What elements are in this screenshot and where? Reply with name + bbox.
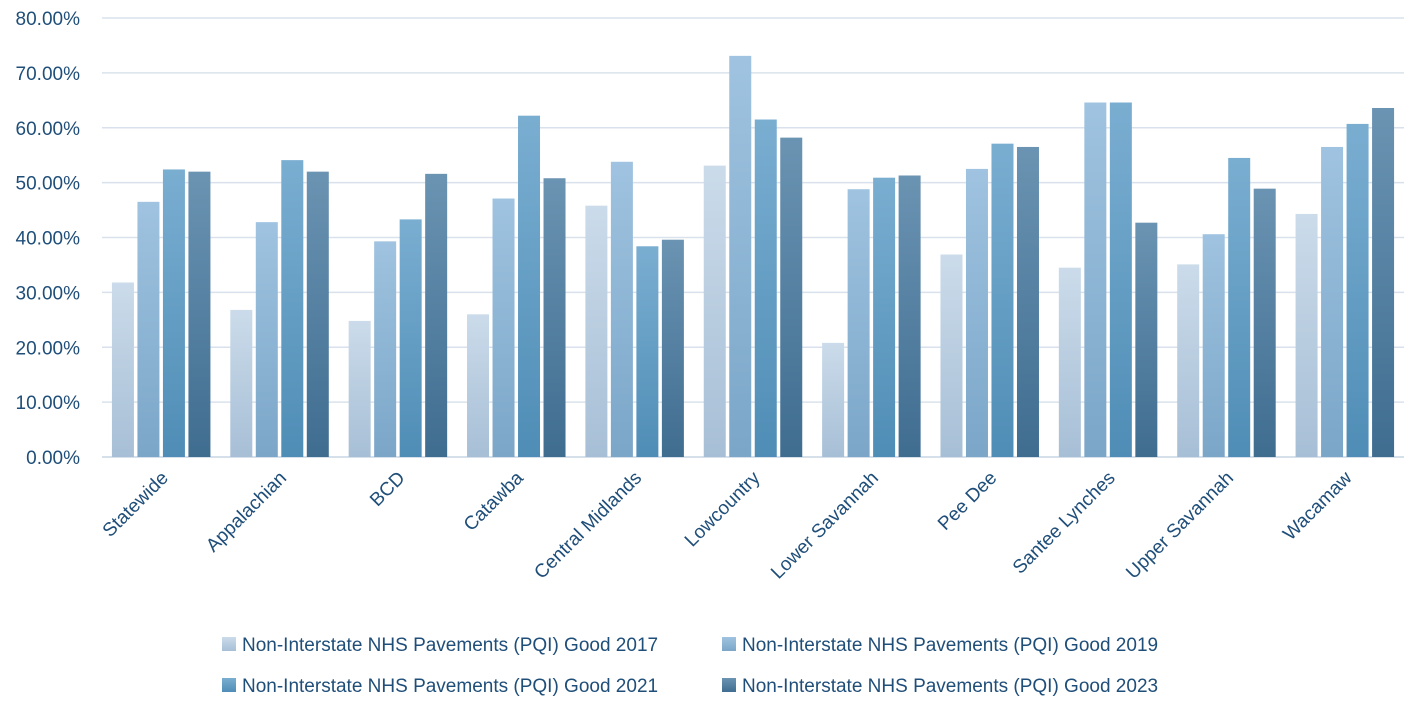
- bar-pee-dee-series-4: [1016, 146, 1039, 458]
- x-category-label: Central Midlands: [531, 468, 647, 584]
- bar-statewide-series-3: [162, 169, 185, 457]
- bar-santee-lynches-series-3: [1109, 102, 1132, 457]
- bar-appalachian-series-4: [306, 171, 329, 457]
- x-category-label: Santee Lynches: [1009, 468, 1120, 579]
- bar-bcd-series-3: [399, 219, 422, 457]
- bar-appalachian-series-3: [281, 160, 304, 457]
- x-axis-category-labels: Statewide Appalachian BCD Catawba Central Mi…: [99, 467, 1357, 583]
- bar-wacamaw-series-3: [1346, 123, 1369, 457]
- y-tick-label: 80.00%: [16, 9, 81, 30]
- bar-lowcountry-series-2: [729, 55, 752, 458]
- bar-lowcountry-series-4: [780, 137, 803, 457]
- bar-catawba-series-2: [492, 198, 515, 457]
- y-tick-label: 50.00%: [16, 174, 81, 195]
- y-tick-label: 70.00%: [16, 64, 81, 85]
- legend-item: Non-Interstate NHS Pavements (PQI) Good …: [222, 676, 658, 697]
- legend-label: Non-Interstate NHS Pavements (PQI) Good …: [242, 635, 658, 656]
- bar-statewide-series-4: [188, 171, 211, 457]
- bar-central-midlands-series-2: [610, 161, 633, 457]
- bar-catawba-series-1: [467, 314, 490, 457]
- y-tick-label: 10.00%: [16, 393, 81, 414]
- bar-santee-lynches-series-1: [1058, 267, 1081, 457]
- bar-wacamaw-series-1: [1295, 213, 1318, 457]
- bar-pee-dee-series-3: [991, 143, 1014, 457]
- bar-pee-dee-series-1: [940, 254, 963, 457]
- y-tick-label: 30.00%: [16, 283, 81, 304]
- legend-label: Non-Interstate NHS Pavements (PQI) Good …: [742, 676, 1158, 697]
- y-axis-tick-labels: 0.00% 10.00% 20.00% 30.00% 40.00% 50.00% 60.00…: [16, 9, 81, 469]
- bar-santee-lynches-series-4: [1135, 222, 1158, 457]
- legend-swatch: [722, 678, 736, 692]
- bar-upper-savannah-series-2: [1202, 234, 1225, 457]
- bar-lower-savannah-series-1: [822, 342, 845, 457]
- y-tick-label: 60.00%: [16, 119, 81, 140]
- x-category-label: Upper Savannah: [1122, 468, 1238, 584]
- legend-swatch: [722, 637, 736, 651]
- bar-upper-savannah-series-1: [1177, 264, 1200, 457]
- bar-lowcountry-series-3: [754, 119, 777, 458]
- legend-label: Non-Interstate NHS Pavements (PQI) Good …: [242, 676, 658, 697]
- bar-santee-lynches-series-2: [1084, 102, 1107, 457]
- legend-item: Non-Interstate NHS Pavements (PQI) Good …: [222, 635, 658, 656]
- bar-lower-savannah-series-4: [898, 175, 921, 457]
- x-category-label: Wacamaw: [1279, 467, 1356, 544]
- x-category-label: Appalachian: [202, 468, 291, 557]
- x-category-label: BCD: [366, 468, 409, 511]
- bar-statewide-series-1: [111, 282, 134, 457]
- bar-central-midlands-series-4: [661, 239, 684, 457]
- legend-item: Non-Interstate NHS Pavements (PQI) Good …: [722, 676, 1158, 697]
- bar-appalachian-series-1: [230, 309, 253, 457]
- bars: [111, 55, 1395, 458]
- x-category-label: Statewide: [99, 468, 173, 542]
- y-tick-label: 20.00%: [16, 338, 81, 359]
- bar-bcd-series-4: [425, 173, 448, 457]
- bar-pee-dee-series-2: [965, 168, 988, 457]
- bar-central-midlands-series-1: [585, 205, 608, 457]
- x-category-label: Lowcountry: [681, 467, 765, 551]
- legend-label: Non-Interstate NHS Pavements (PQI) Good …: [742, 635, 1158, 656]
- bar-catawba-series-4: [543, 178, 566, 458]
- bar-upper-savannah-series-3: [1228, 157, 1251, 457]
- bar-bcd-series-2: [374, 241, 397, 457]
- bar-lowcountry-series-1: [703, 165, 726, 457]
- bar-wacamaw-series-2: [1321, 146, 1344, 458]
- bar-lower-savannah-series-3: [873, 177, 896, 457]
- legend-swatch: [222, 637, 236, 651]
- legend-swatch: [222, 678, 236, 692]
- bar-catawba-series-3: [518, 115, 541, 458]
- bar-lower-savannah-series-2: [847, 189, 870, 457]
- bar-statewide-series-2: [137, 201, 160, 457]
- x-category-label: Pee Dee: [934, 468, 1001, 535]
- x-category-label: Lower Savannah: [767, 468, 883, 584]
- legend: Non-Interstate NHS Pavements (PQI) Good …: [222, 635, 1158, 697]
- bar-appalachian-series-2: [255, 222, 278, 457]
- y-tick-label: 0.00%: [26, 448, 80, 469]
- bar-wacamaw-series-4: [1372, 107, 1395, 458]
- bar-bcd-series-1: [348, 320, 371, 457]
- bar-central-midlands-series-3: [636, 246, 659, 457]
- legend-item: Non-Interstate NHS Pavements (PQI) Good …: [722, 635, 1158, 656]
- bar-upper-savannah-series-4: [1253, 188, 1276, 457]
- y-tick-label: 40.00%: [16, 229, 81, 250]
- x-category-label: Catawba: [460, 467, 528, 535]
